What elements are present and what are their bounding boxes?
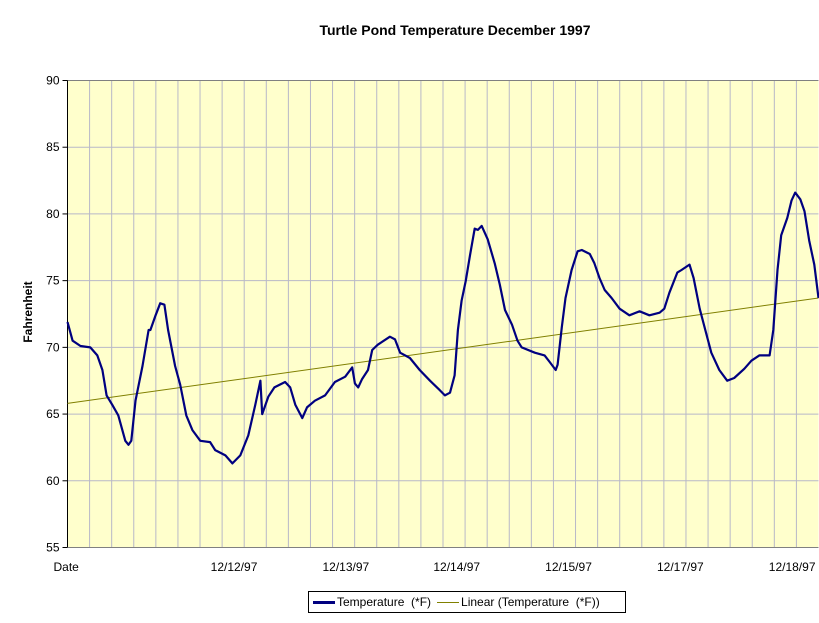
y-tick-label: 55 [46,541,60,555]
x-tick-label: 12/17/97 [657,560,704,574]
plot-area: 55 60 65 70 75 80 85 90 Date 12/12/97 12/13/97 12/1… [46,74,819,574]
chart-title: Turtle Pond Temperature December 1997 [319,22,591,38]
y-tick-label: 85 [46,140,60,154]
y-tick-label: 90 [46,74,60,88]
x-tick-label: 12/12/97 [211,560,258,574]
y-tick-label: 75 [46,274,60,288]
temperature-line [66,191,819,465]
y-tick-label: 70 [46,340,60,354]
trendline [67,297,819,404]
x-tick-label: Date [54,560,80,574]
y-tick-label: 80 [46,207,60,221]
x-tick-label: 12/15/97 [545,560,592,574]
legend-label-temperature: Temperature (*F) [337,595,432,609]
legend-swatch-temperature [313,600,335,604]
x-tick-label: 12/18/97 [769,560,816,574]
y-tick-label: 65 [46,407,60,421]
x-tick-label: 12/13/97 [322,560,369,574]
legend: Temperature (*F) Linear (Temperature (*F… [308,591,626,613]
y-tick-label: 60 [46,474,60,488]
x-tick-label: 12/14/97 [433,560,480,574]
legend-swatch-linear [437,601,460,603]
legend-label-linear: Linear (Temperature (*F)) [461,595,600,609]
